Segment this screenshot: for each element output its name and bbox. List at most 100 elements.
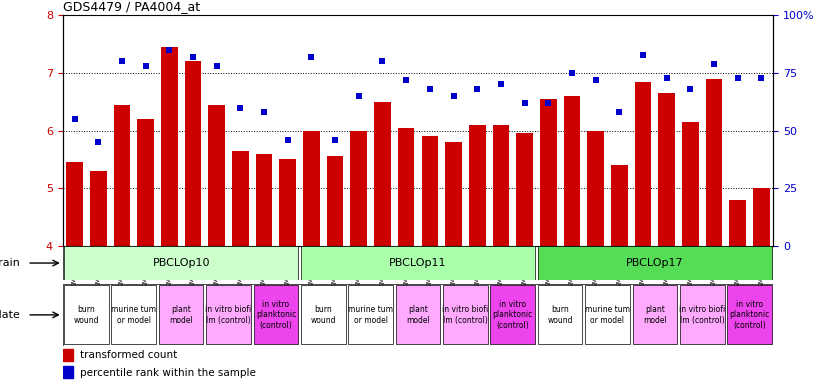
Bar bbox=[159, 285, 203, 344]
Text: in vitro
planktonic
(control): in vitro planktonic (control) bbox=[492, 300, 533, 330]
Text: in vitro biofi
lm (control): in vitro biofi lm (control) bbox=[679, 305, 726, 324]
Point bbox=[68, 116, 81, 122]
Point bbox=[542, 100, 555, 106]
Point bbox=[636, 51, 650, 58]
Point bbox=[565, 70, 579, 76]
Bar bbox=[256, 154, 273, 246]
Point bbox=[471, 86, 484, 92]
Bar bbox=[301, 246, 535, 280]
Bar bbox=[303, 131, 319, 246]
Point bbox=[186, 54, 200, 60]
Text: murine tum
or model: murine tum or model bbox=[111, 305, 156, 324]
Text: in vitro biofi
lm (control): in vitro biofi lm (control) bbox=[206, 305, 252, 324]
Text: burn
wound: burn wound bbox=[74, 305, 99, 324]
Point bbox=[684, 86, 697, 92]
Bar bbox=[395, 285, 441, 344]
Bar bbox=[538, 246, 772, 280]
Point bbox=[139, 63, 152, 69]
Bar bbox=[63, 366, 74, 379]
Point bbox=[91, 139, 104, 145]
Point bbox=[329, 137, 342, 143]
Text: burn
wound: burn wound bbox=[310, 305, 336, 324]
Point bbox=[446, 93, 460, 99]
Point bbox=[352, 93, 365, 99]
Text: transformed count: transformed count bbox=[80, 350, 178, 360]
Point bbox=[115, 58, 129, 65]
Point bbox=[494, 81, 507, 88]
Bar bbox=[682, 122, 699, 246]
Bar bbox=[446, 142, 461, 246]
Text: isolate: isolate bbox=[0, 310, 20, 320]
Text: in vitro
planktonic
(control): in vitro planktonic (control) bbox=[256, 300, 296, 330]
Point bbox=[400, 77, 413, 83]
Bar bbox=[232, 151, 248, 246]
Bar bbox=[611, 165, 628, 246]
Point bbox=[281, 137, 294, 143]
Bar bbox=[633, 285, 677, 344]
Bar bbox=[208, 105, 225, 246]
Text: plant
model: plant model bbox=[169, 305, 193, 324]
Bar bbox=[563, 96, 580, 246]
Bar bbox=[491, 285, 535, 344]
Text: GDS4479 / PA4004_at: GDS4479 / PA4004_at bbox=[63, 0, 200, 13]
Text: burn
wound: burn wound bbox=[548, 305, 573, 324]
Bar bbox=[585, 285, 630, 344]
Point bbox=[517, 100, 531, 106]
Text: in vitro biofi
lm (control): in vitro biofi lm (control) bbox=[442, 305, 488, 324]
Text: PBCLOp11: PBCLOp11 bbox=[390, 258, 446, 268]
Bar bbox=[538, 285, 583, 344]
Bar bbox=[540, 99, 557, 246]
Text: PBCLOp10: PBCLOp10 bbox=[152, 258, 210, 268]
Bar bbox=[279, 159, 296, 246]
Bar bbox=[492, 125, 509, 246]
Text: percentile rank within the sample: percentile rank within the sample bbox=[80, 367, 257, 377]
Point bbox=[257, 109, 271, 115]
Point bbox=[589, 77, 602, 83]
Point bbox=[233, 104, 247, 111]
Bar bbox=[111, 285, 156, 344]
Bar bbox=[680, 285, 725, 344]
Point bbox=[423, 86, 436, 92]
Bar bbox=[350, 131, 367, 246]
Point bbox=[613, 109, 626, 115]
Bar bbox=[137, 119, 154, 246]
Bar bbox=[375, 102, 390, 246]
Text: plant
model: plant model bbox=[643, 305, 667, 324]
Point bbox=[660, 74, 673, 81]
Text: murine tum
or model: murine tum or model bbox=[585, 305, 630, 324]
Bar bbox=[706, 79, 722, 246]
Bar bbox=[659, 93, 675, 246]
Bar bbox=[206, 285, 251, 344]
Bar bbox=[185, 61, 201, 246]
Bar bbox=[63, 349, 74, 361]
Bar bbox=[301, 285, 345, 344]
Bar bbox=[730, 200, 746, 246]
Point bbox=[210, 63, 223, 69]
Bar bbox=[588, 131, 604, 246]
Bar bbox=[635, 82, 651, 246]
Bar bbox=[517, 134, 533, 246]
Bar bbox=[727, 285, 772, 344]
Bar bbox=[753, 188, 770, 246]
Point bbox=[304, 54, 318, 60]
Bar bbox=[443, 285, 487, 344]
Text: strain: strain bbox=[0, 258, 20, 268]
Point bbox=[755, 74, 768, 81]
Bar bbox=[421, 136, 438, 246]
Bar bbox=[398, 128, 415, 246]
Text: PBCLOp17: PBCLOp17 bbox=[626, 258, 684, 268]
Point bbox=[731, 74, 744, 81]
Text: murine tum
or model: murine tum or model bbox=[348, 305, 393, 324]
Bar bbox=[66, 162, 83, 246]
Bar bbox=[114, 105, 130, 246]
Text: plant
model: plant model bbox=[406, 305, 430, 324]
Bar bbox=[90, 171, 106, 246]
Bar bbox=[64, 246, 298, 280]
Bar bbox=[327, 157, 344, 246]
Text: in vitro
planktonic
(control): in vitro planktonic (control) bbox=[730, 300, 770, 330]
Bar bbox=[161, 47, 177, 246]
Bar bbox=[469, 125, 486, 246]
Point bbox=[162, 47, 176, 53]
Point bbox=[707, 61, 721, 67]
Bar bbox=[349, 285, 393, 344]
